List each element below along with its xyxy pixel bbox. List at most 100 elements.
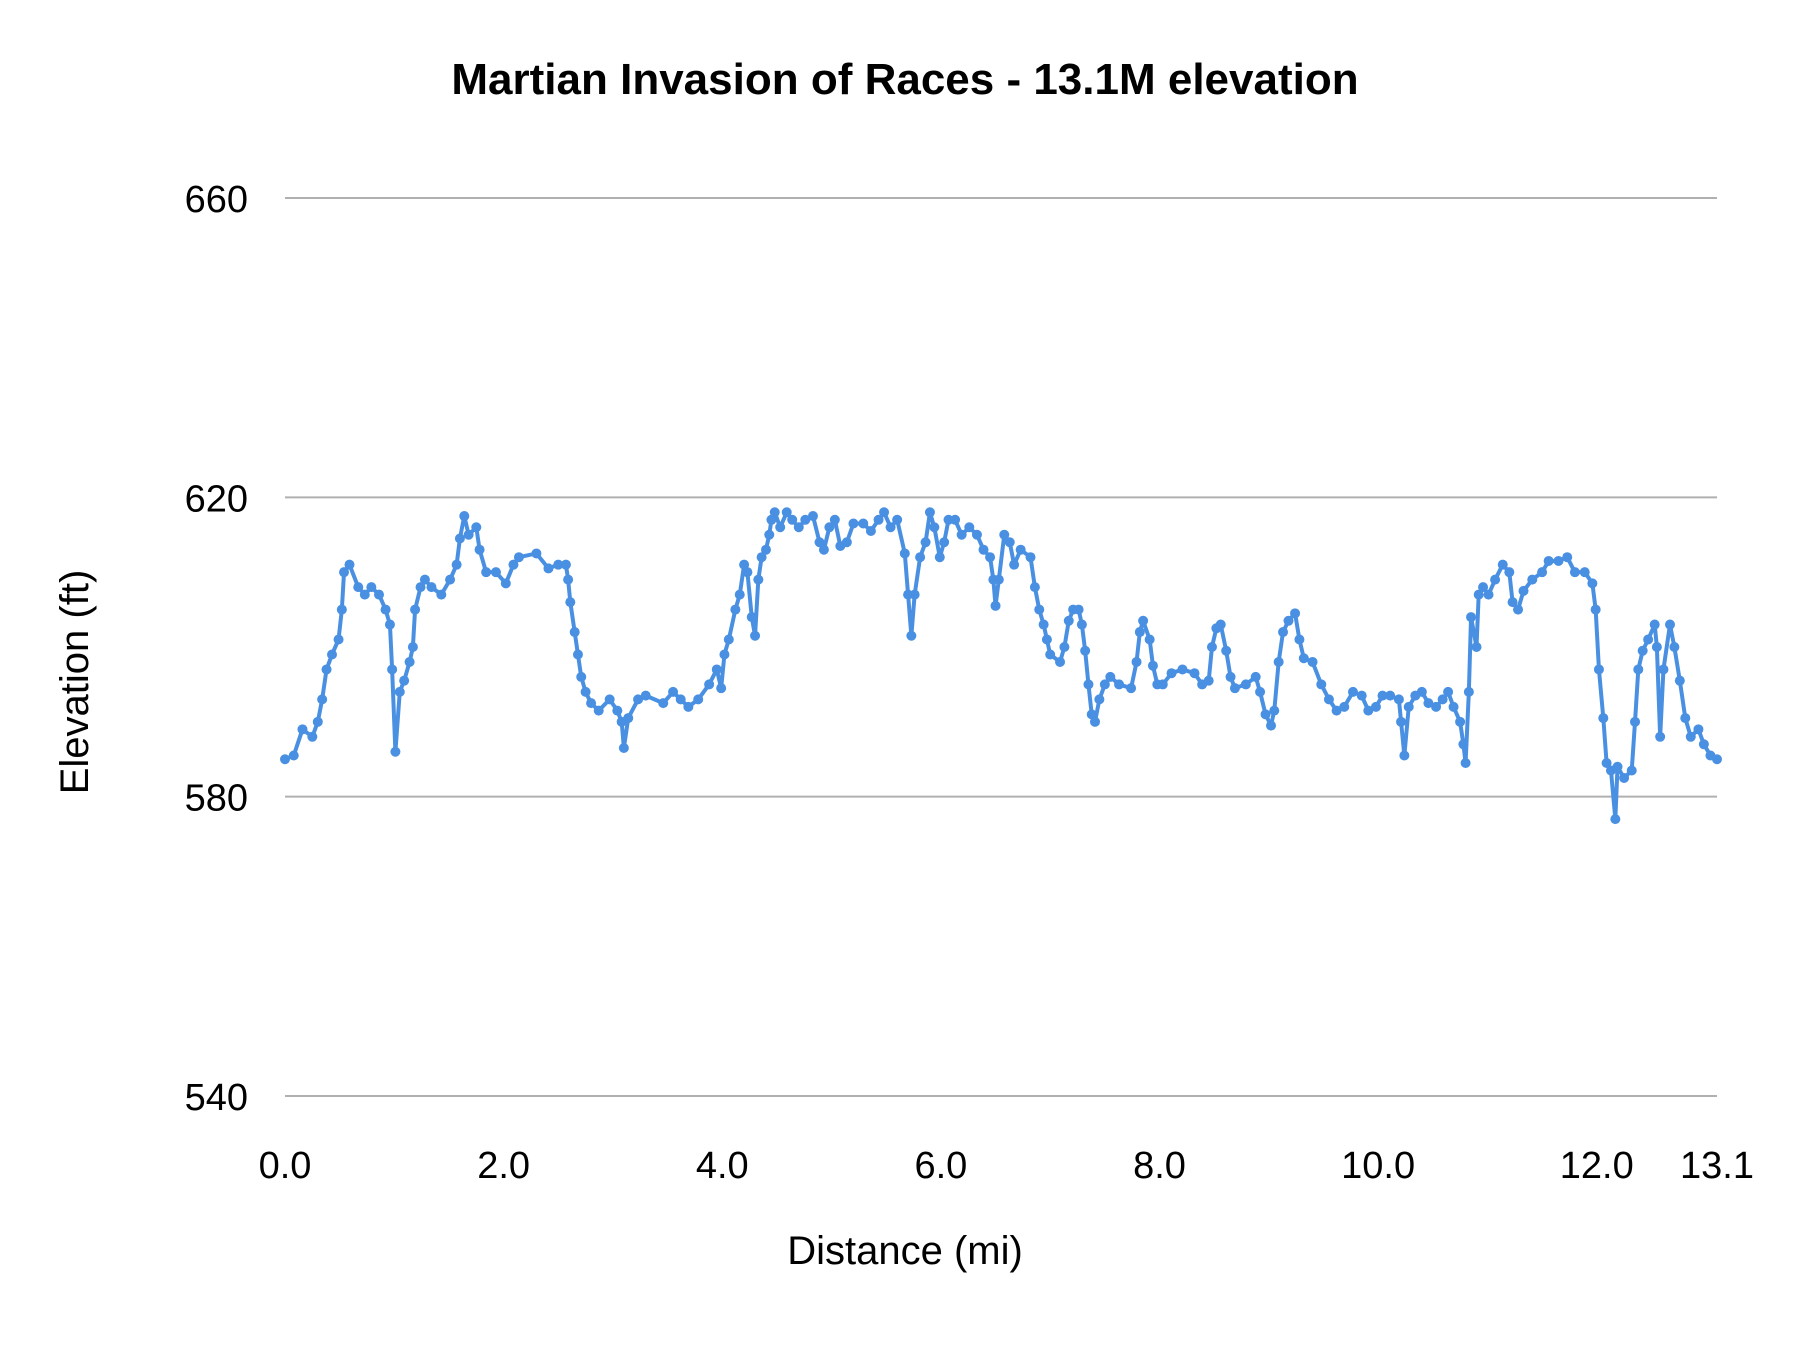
x-tick-label: 4.0 — [696, 1145, 749, 1187]
data-point — [327, 649, 338, 660]
data-point — [950, 514, 961, 525]
data-point — [580, 686, 591, 697]
data-point — [1363, 705, 1374, 716]
data-point — [1712, 754, 1722, 765]
data-point — [1347, 686, 1358, 697]
data-point — [576, 671, 587, 682]
data-point — [750, 630, 761, 641]
data-point — [1471, 642, 1482, 652]
data-point — [723, 634, 734, 645]
data-point — [1269, 705, 1280, 716]
y-tick-label: 660 — [185, 179, 248, 221]
data-point — [490, 567, 501, 578]
data-point — [593, 705, 604, 716]
data-point — [756, 552, 767, 563]
data-point — [1437, 694, 1448, 705]
data-point — [1356, 690, 1367, 701]
data-point — [1598, 713, 1609, 724]
data-point — [1138, 615, 1149, 626]
data-point — [280, 754, 290, 765]
data-point — [1307, 656, 1318, 667]
data-point — [1083, 679, 1094, 690]
data-point — [909, 589, 920, 600]
data-point — [1215, 619, 1226, 630]
data-point — [787, 514, 798, 525]
data-point — [1385, 690, 1396, 701]
data-point — [978, 544, 989, 555]
data-point — [1698, 739, 1709, 750]
data-point — [410, 604, 421, 615]
data-point — [1393, 694, 1404, 705]
data-point — [1466, 612, 1477, 623]
x-axis-ticks: 0.0 2.0 4.0 6.0 8.0 10.0 12.0 13.1 — [259, 1145, 1754, 1187]
data-point — [716, 683, 727, 694]
data-point — [879, 507, 890, 518]
data-point — [344, 559, 355, 570]
data-point — [1221, 645, 1232, 656]
data-point — [848, 518, 859, 529]
data-point — [339, 567, 350, 578]
data-point — [1298, 653, 1309, 664]
data-point — [711, 664, 722, 675]
data-point — [1403, 701, 1414, 712]
data-point — [1339, 701, 1350, 712]
data-point — [1283, 615, 1294, 626]
data-point — [1612, 761, 1623, 772]
data-point — [1416, 686, 1427, 697]
data-point — [1633, 664, 1644, 675]
data-point — [359, 589, 370, 600]
data-point — [1579, 567, 1590, 578]
data-point — [633, 694, 644, 705]
data-point — [719, 649, 730, 660]
data-point — [1630, 716, 1641, 727]
data-point — [739, 559, 750, 570]
x-tick-label: 12.0 — [1560, 1145, 1634, 1187]
data-point — [818, 544, 829, 555]
data-point — [1377, 690, 1388, 701]
data-point — [1290, 608, 1301, 619]
data-point — [1680, 713, 1691, 724]
data-point — [1590, 604, 1601, 615]
x-tick-label: 13.1 — [1680, 1145, 1754, 1187]
x-tick-label: 10.0 — [1341, 1145, 1415, 1187]
y-axis-ticks: 540 580 620 660 — [185, 179, 248, 1119]
data-point — [1483, 589, 1494, 600]
data-point — [1323, 694, 1334, 705]
data-point — [1144, 634, 1155, 645]
data-point — [569, 627, 580, 638]
data-point — [829, 514, 840, 525]
data-point — [1513, 604, 1524, 615]
data-point — [658, 698, 669, 709]
data-point — [1206, 642, 1217, 652]
data-point — [1685, 731, 1696, 742]
data-point — [1273, 656, 1284, 667]
data-point — [1497, 559, 1508, 570]
data-point — [993, 574, 1004, 585]
data-point — [1593, 664, 1604, 675]
data-point — [766, 514, 777, 525]
data-point — [1105, 671, 1116, 682]
data-point — [1203, 675, 1214, 686]
data-point — [1034, 604, 1045, 615]
y-tick-label: 580 — [185, 778, 248, 820]
data-point — [307, 731, 318, 742]
data-point — [1637, 645, 1648, 656]
data-point — [964, 522, 975, 533]
data-point — [1448, 701, 1459, 712]
data-point — [1458, 739, 1469, 750]
data-point — [1423, 698, 1434, 709]
data-point — [312, 716, 323, 727]
chart-title: Martian Invasion of Races - 13.1M elevat… — [451, 55, 1358, 104]
data-point — [390, 746, 401, 757]
data-point — [317, 694, 328, 705]
data-point — [380, 604, 391, 615]
data-point — [1015, 544, 1026, 555]
data-point — [436, 589, 447, 600]
data-point — [814, 537, 825, 548]
data-point — [1463, 686, 1474, 697]
data-point — [920, 537, 931, 548]
data-point — [1316, 679, 1327, 690]
data-point — [1473, 589, 1484, 600]
data-point — [1131, 656, 1142, 667]
